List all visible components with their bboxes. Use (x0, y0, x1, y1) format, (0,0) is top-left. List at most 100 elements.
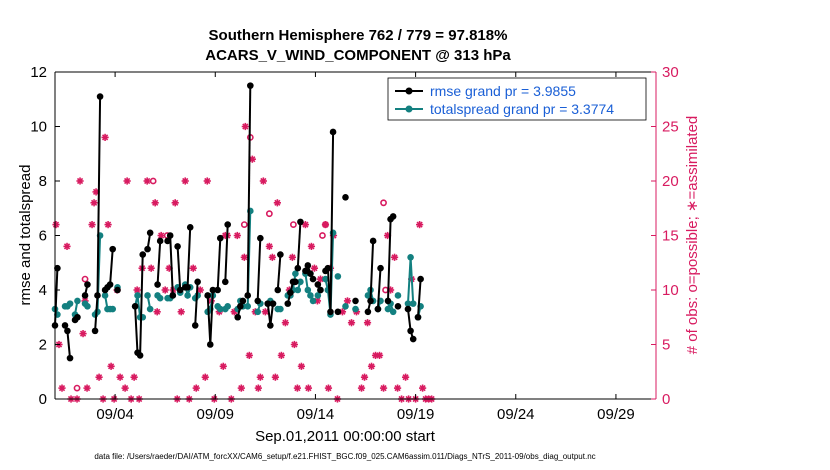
possible-count-marker-10 (380, 199, 387, 207)
assimilated-count-marker-7 (79, 330, 87, 338)
rmse-point-23-0 (294, 264, 302, 272)
possible-count-marker-8 (319, 232, 326, 239)
assimilated-count-stroke (339, 308, 346, 315)
assimilated-count-stroke (148, 265, 155, 272)
totalspread-point-34-1 (407, 253, 414, 261)
assimilated-count-stroke (255, 384, 262, 392)
assimilated-count-stroke (122, 384, 129, 392)
assimilated-count-marker-61 (254, 384, 262, 392)
rmse-point-10-2 (169, 292, 177, 299)
assimilated-count-marker-11 (90, 199, 98, 207)
rmse-line-segment-19 (256, 238, 262, 301)
assimilated-count-stroke (358, 384, 365, 392)
rmse-point-24-1 (304, 262, 312, 269)
rmse-point-9-0 (154, 281, 161, 288)
assimilated-count-marker-78 (307, 242, 316, 250)
assimilated-count-stroke (154, 308, 161, 315)
legend-marker-totalspread (405, 105, 413, 113)
totalspread-point-12-1 (184, 292, 191, 299)
totalspread-point-33-0 (394, 292, 402, 299)
assimilated-count-stroke (193, 384, 200, 392)
assimilated-count-stroke (220, 363, 227, 370)
totalspread-point-18-0 (244, 303, 252, 310)
assimilated-count-marker-96 (375, 351, 384, 359)
assimilated-count-marker-58 (245, 351, 253, 359)
possible-count-marker-7 (289, 221, 297, 228)
assimilated-count-stroke (246, 352, 253, 359)
rmse-line-segment-9 (156, 240, 162, 285)
rmse-point-1-2 (66, 354, 74, 362)
assimilated-count-marker-29 (147, 264, 155, 272)
assimilated-count-marker-89 (347, 319, 356, 327)
rmse-point-17-0 (234, 313, 242, 321)
totalspread-point-24-3 (309, 297, 317, 305)
rmse-point-31-0 (374, 305, 382, 313)
totalspread-point-23-0 (294, 286, 302, 294)
legend: rmse grand pr = 3.9855 totalspread grand… (387, 77, 647, 121)
plot-area (55, 72, 656, 399)
rmse-point-11-0 (174, 243, 181, 250)
assimilated-count-stroke (52, 221, 60, 228)
assimilated-count-marker-31 (153, 308, 161, 316)
assimilated-count-stroke (134, 286, 141, 294)
assimilated-count-marker-36 (171, 199, 179, 207)
rmse-point-30-1 (367, 297, 374, 305)
assimilated-count-marker-28 (143, 177, 151, 185)
y-left-tick-label-5: 10 (30, 119, 47, 136)
rmse-point-27-0 (334, 308, 342, 316)
rmse-line-segment-35 (417, 279, 422, 318)
rmse-point-4-1 (94, 292, 101, 299)
assimilated-count-marker-56 (240, 253, 248, 261)
y-right-tick-label-2: 10 (662, 282, 679, 299)
legend-marker-rmse (405, 87, 413, 95)
assimilated-count-stroke (190, 265, 197, 272)
assimilated-count-stroke (178, 308, 185, 315)
assimilated-count-marker-22 (123, 177, 131, 185)
totalspread-point-21-1 (277, 305, 284, 313)
y-left-tick-label-4: 8 (39, 173, 47, 190)
rmse-point-1-0 (61, 322, 69, 329)
totalspread-point-22-3 (292, 270, 299, 277)
totalspread-point-23-1 (297, 278, 304, 286)
legend-label-totalspread: totalspread grand pr = 3.3774 (430, 101, 614, 117)
assimilated-count-stroke (419, 384, 426, 392)
assimilated-count-marker-42 (192, 384, 200, 392)
rmse-point-19-1 (257, 234, 264, 242)
assimilated-count-stroke (260, 177, 267, 185)
assimilated-count-stroke (90, 199, 98, 206)
rmse-point-3-0 (81, 292, 89, 299)
assimilated-count-stroke (274, 199, 281, 206)
rmse-point-22-0 (284, 300, 292, 307)
assimilated-count-stroke (242, 123, 249, 130)
rmse-point-8-0 (144, 245, 151, 253)
assimilated-count-marker-103 (401, 373, 410, 381)
data-marks (51, 82, 436, 403)
assimilated-count-marker-75 (297, 362, 306, 370)
rmse-point-15-0 (214, 286, 221, 294)
assimilated-count-stroke (262, 308, 269, 315)
possible-count-marker-1 (81, 275, 89, 283)
rmse-point-10-1 (166, 232, 174, 239)
assimilated-count-stroke (241, 254, 248, 261)
rmse-point-7-0 (131, 303, 139, 310)
assimilated-count-stroke (83, 384, 91, 392)
y-right-tick-label-1: 5 (662, 337, 670, 354)
rmse-point-30-2 (369, 237, 377, 245)
rmse-point-25-1 (317, 286, 324, 294)
rmse-point-34-0 (404, 305, 412, 313)
assimilated-count-stroke (107, 363, 115, 370)
possible-count-marker-2 (149, 177, 157, 185)
assimilated-count-marker-45 (203, 177, 211, 185)
assimilated-count-marker-44 (201, 373, 209, 381)
totalspread-point-34-2 (409, 300, 417, 307)
rmse-line-segment-21 (276, 254, 282, 291)
assimilated-count-stroke (364, 319, 371, 326)
rmse-point-22-1 (287, 289, 294, 297)
assimilated-count-marker-13 (95, 373, 103, 381)
rmse-point-14-0 (204, 292, 211, 299)
assimilated-count-marker-69 (277, 351, 285, 359)
assimilated-count-stroke (182, 177, 189, 185)
assimilated-count-marker-108 (419, 384, 427, 392)
rmse-point-16-1 (224, 221, 231, 228)
